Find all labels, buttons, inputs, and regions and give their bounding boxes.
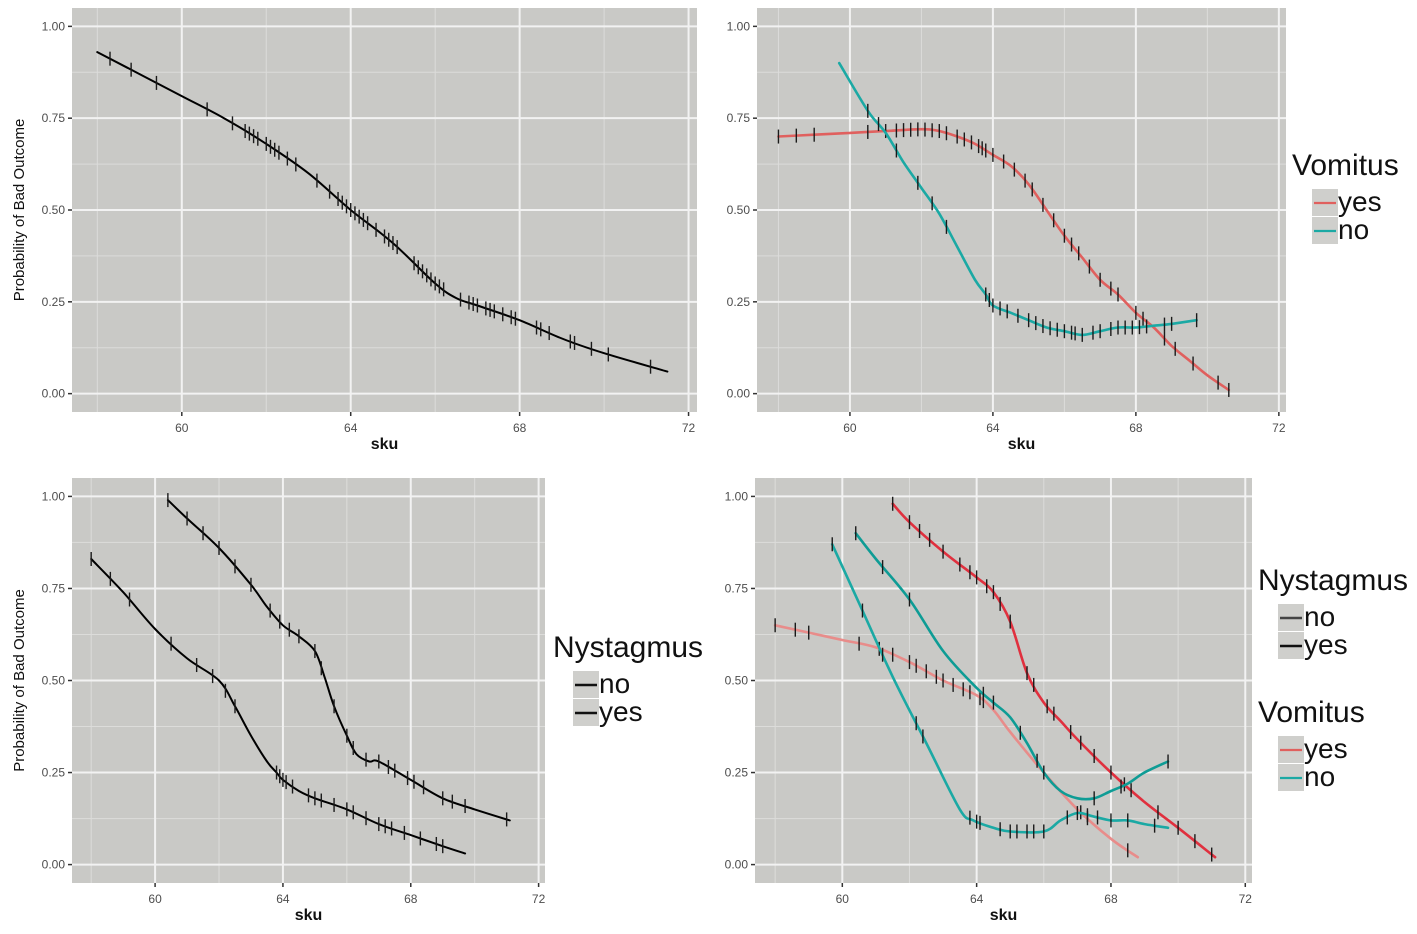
x-tick-label: 60 [843, 421, 857, 435]
series-line [830, 543, 1170, 834]
legend-title: Vomitus [1258, 696, 1365, 729]
series-no [837, 61, 1198, 342]
series-nystagmus-yes-vomitus-no [854, 526, 1170, 806]
legend-entry-label: yes [1304, 733, 1348, 764]
x-tick-label: 72 [1239, 892, 1253, 906]
series-all [96, 51, 669, 374]
x-axis-label: sku [371, 436, 399, 453]
series-line [837, 61, 1198, 337]
y-tick-label: 1.00 [725, 489, 749, 503]
x-tick-label: 64 [986, 421, 1000, 435]
legend-entry-label: no [1304, 601, 1335, 632]
y-tick-label: 0.75 [727, 111, 751, 125]
x-tick-label: 64 [344, 421, 358, 435]
y-tick-label: 0.75 [42, 581, 66, 595]
y-axis-label: Probability of Bad Outcome [11, 589, 28, 772]
panel-top-right: 60 64 68 72 0.00 0.25 0.50 0.75 1.00 sku Vomitus ye… [727, 8, 1399, 453]
x-tick-label: 68 [1129, 421, 1143, 435]
legend-title: Nystagmus [1258, 564, 1408, 597]
series-yes [777, 122, 1231, 397]
y-tick-label: 0.25 [725, 766, 749, 780]
y-tick-label: 0.00 [42, 858, 66, 872]
x-tick-label: 72 [532, 892, 546, 906]
y-tick-label: 0.50 [725, 674, 749, 688]
x-axis-label: sku [990, 907, 1018, 924]
panel-bottom-left: 60 64 68 72 0.00 0.25 0.50 0.75 1.00 sku Probabili… [11, 478, 703, 924]
legend-entry-label: no [599, 668, 630, 699]
series-line [891, 502, 1217, 859]
y-axis-label: Probability of Bad Outcome [11, 119, 28, 302]
y-tick-label: 0.50 [727, 203, 751, 217]
x-tick-label: 60 [175, 421, 189, 435]
x-tick-label: 68 [1104, 892, 1118, 906]
y-tick-label: 0.50 [42, 203, 66, 217]
legend-entry-label: no [1338, 214, 1369, 245]
y-tick-label: 1.00 [42, 19, 66, 33]
x-axis-label: sku [295, 907, 323, 924]
series-no [90, 552, 467, 855]
legend-entry-label: yes [599, 696, 643, 727]
y-tick-label: 1.00 [42, 489, 66, 503]
x-tick-label: 60 [148, 892, 162, 906]
legend-entry-label: yes [1304, 629, 1348, 660]
series-nystagmus-no-vomitus-no [830, 537, 1170, 839]
y-tick-label: 0.00 [727, 387, 751, 401]
panel-bottom-right: 60 64 68 72 0.00 0.25 0.50 0.75 1.00 sku Nystagmus… [725, 478, 1408, 924]
x-tick-label: 72 [682, 421, 696, 435]
x-axis-label: sku [1008, 436, 1036, 453]
y-tick-label: 0.25 [42, 295, 66, 309]
x-tick-label: 64 [276, 892, 290, 906]
series-yes [166, 493, 511, 827]
y-tick-label: 0.75 [725, 581, 749, 595]
legend-entry-label: no [1304, 761, 1335, 792]
series-line [854, 531, 1170, 801]
series-nystagmus-yes-vomitus-yes [891, 496, 1217, 862]
series-line [777, 127, 1231, 392]
panel-top-left: 60 64 68 72 0.00 0.25 0.50 0.75 1.00 sku Probabili… [11, 8, 697, 453]
y-tick-label: 0.00 [725, 858, 749, 872]
legend-title: Vomitus [1292, 149, 1399, 182]
y-tick-label: 0.50 [42, 674, 66, 688]
y-tick-label: 0.25 [42, 766, 66, 780]
x-tick-label: 60 [836, 892, 850, 906]
y-tick-label: 0.00 [42, 387, 66, 401]
legend-entry-label: yes [1338, 186, 1382, 217]
y-tick-label: 0.75 [42, 111, 66, 125]
y-tick-label: 1.00 [727, 19, 751, 33]
x-tick-label: 68 [404, 892, 418, 906]
x-tick-label: 64 [970, 892, 984, 906]
legend-title: Nystagmus [553, 631, 703, 664]
x-tick-label: 72 [1272, 421, 1286, 435]
y-tick-label: 0.25 [727, 295, 751, 309]
x-tick-label: 68 [513, 421, 527, 435]
